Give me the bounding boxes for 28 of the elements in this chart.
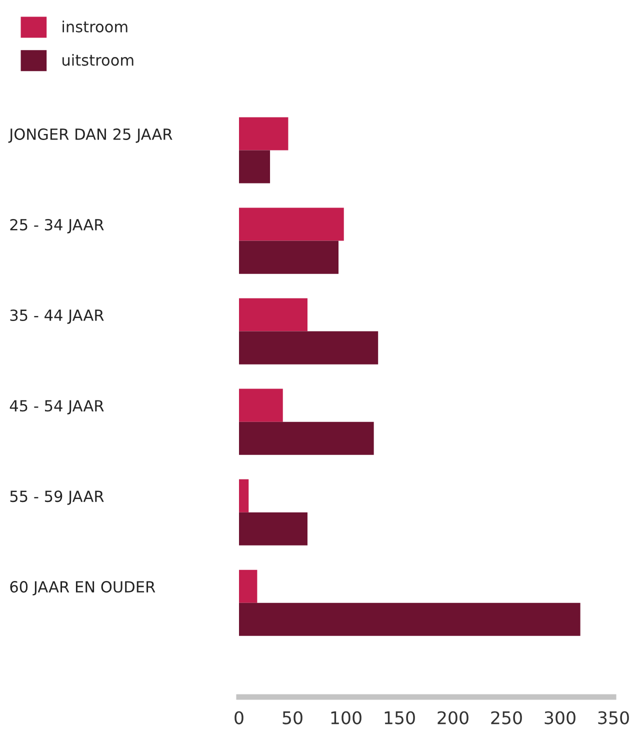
bar	[239, 117, 288, 150]
bar	[239, 208, 344, 241]
x-tick-label: 250	[491, 711, 522, 724]
bar	[239, 479, 249, 512]
x-tick-label: 0	[234, 711, 244, 724]
x-tick-label: 150	[384, 711, 415, 724]
bar	[239, 331, 378, 364]
y-tick-label: 45 - 54 JAAR	[10, 400, 104, 414]
y-tick-label: 35 - 44 JAAR	[10, 309, 104, 324]
x-tick-label: 350	[598, 711, 629, 724]
bar	[239, 150, 270, 184]
legend-label: instroom	[62, 20, 128, 32]
x-tick-label: 200	[438, 711, 468, 724]
x-tick-label: 50	[282, 711, 302, 724]
bar	[239, 512, 308, 546]
x-tick-label: 100	[331, 711, 362, 724]
x-tick-label: 300	[544, 711, 576, 724]
bar	[239, 298, 308, 332]
bar	[239, 602, 580, 636]
bar	[239, 570, 258, 603]
y-tick-label: JONGER DAN 25 JAAR	[8, 128, 172, 143]
y-tick-label: 55 - 59 JAAR	[10, 490, 104, 505]
bar	[239, 422, 374, 455]
bar	[239, 240, 339, 274]
bar	[239, 388, 283, 422]
y-tick-label: 25 - 34 JAAR	[10, 218, 104, 234]
y-tick-label: 60 JAAR EN OUDER	[10, 581, 156, 596]
legend-label: uitstroom	[62, 54, 134, 66]
